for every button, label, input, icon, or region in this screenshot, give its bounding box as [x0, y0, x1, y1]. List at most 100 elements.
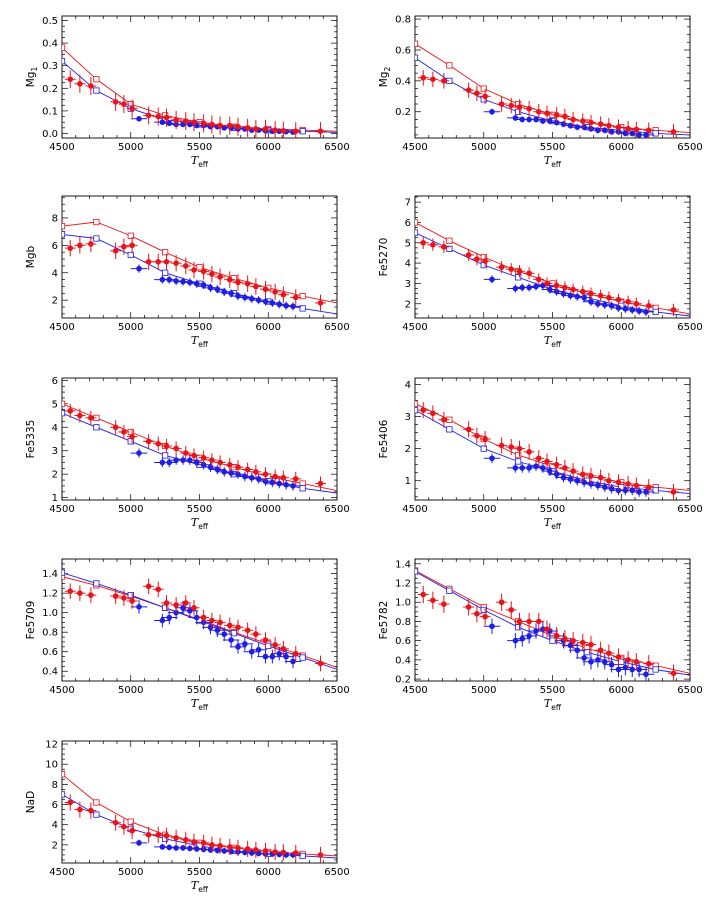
data-layer [62, 44, 337, 138]
blue-data-point [615, 305, 622, 311]
red-data-point [244, 466, 251, 473]
red-data-point [606, 650, 612, 656]
red-data-point [226, 276, 233, 283]
x-tick-label: 5500 [187, 504, 212, 515]
red-data-point [535, 618, 542, 625]
red-data-point [535, 108, 542, 115]
panel-nad: 4500 5000 5500 6000 6500 2 4 6 8 10 12 NaD Teff [25, 740, 350, 894]
blue-data-point [193, 614, 200, 621]
red-data-point [191, 267, 197, 273]
red-model-point [127, 232, 134, 239]
red-data-point [145, 438, 152, 445]
blue-data-point [166, 459, 173, 466]
blue-data-point [276, 650, 283, 657]
red-data-point [597, 474, 604, 481]
y-tick-label: 0.8 [395, 617, 411, 628]
data-layer [415, 219, 690, 317]
blue-data-point [643, 132, 649, 138]
blue-model-point [549, 637, 556, 644]
red-model-line [62, 47, 337, 132]
red-data-point [173, 834, 179, 841]
red-data-point [292, 850, 299, 856]
red-data-point [625, 125, 631, 132]
red-data-point [606, 294, 612, 301]
x-tick-label: 5500 [187, 867, 212, 878]
blue-data-point [636, 666, 642, 673]
x-tick-label: 6000 [609, 142, 634, 153]
blue-model-point [515, 458, 522, 465]
y-axis-label: Fe5270 [378, 238, 390, 277]
red-data-point [280, 127, 287, 134]
red-model-point [62, 44, 66, 51]
red-data-point [526, 270, 532, 277]
red-data-point [553, 461, 560, 468]
red-data-point [535, 455, 542, 462]
data-layer [62, 569, 337, 672]
blue-data-point [595, 657, 601, 663]
blue-data-point [269, 300, 276, 306]
blue-data-point [193, 846, 200, 852]
blue-model-point [446, 245, 453, 252]
y-tick-label: 0.2 [395, 675, 411, 686]
blue-data-point [622, 306, 629, 312]
y-tick-label: 1 [52, 493, 58, 504]
blue-data-point [166, 614, 173, 621]
blue-data-point [512, 637, 519, 644]
red-data-point [253, 283, 259, 290]
y-tick-label: 4 [52, 423, 58, 434]
blue-model-point [515, 624, 522, 631]
y-tick-label: 6 [405, 218, 411, 229]
red-data-point [155, 440, 162, 447]
red-data-point [588, 119, 594, 126]
red-data-point [244, 846, 251, 852]
red-data-point [317, 480, 324, 487]
x-tick-label: 5500 [540, 685, 565, 696]
red-data-point [474, 610, 480, 617]
red-data-point [112, 593, 119, 599]
red-data-point [544, 458, 550, 465]
red-model-point [62, 400, 66, 407]
red-model-point [196, 264, 203, 271]
blue-data-point [574, 293, 581, 300]
x-tick-label: 4500 [49, 504, 74, 515]
red-data-point [155, 831, 162, 838]
y-tick-label: 8 [52, 780, 58, 791]
red-data-point [129, 242, 135, 249]
red-data-point [163, 832, 170, 839]
red-data-point [562, 284, 568, 291]
y-tick-label: 2 [52, 470, 58, 481]
y-tick-label: 0.6 [42, 647, 58, 658]
blue-model-point [162, 604, 169, 611]
x-tick-label: 6500 [324, 322, 349, 333]
blue-model-point [480, 445, 487, 452]
panel-fe5335: 4500 5000 5500 6000 6500 1 2 3 4 5 6 Fe5335 Teff [25, 376, 350, 531]
red-data-point [163, 443, 170, 449]
red-model-point [299, 292, 306, 300]
red-data-point [570, 286, 576, 293]
y-tick-label: 6 [52, 376, 58, 387]
blue-data-point [221, 631, 228, 637]
red-data-point [553, 633, 560, 639]
blue-data-point [512, 285, 519, 292]
blue-data-point [235, 644, 241, 650]
red-data-point [516, 268, 523, 275]
red-data-point [173, 445, 179, 452]
red-data-point [67, 799, 74, 806]
blue-data-point [553, 288, 560, 295]
blue-data-point [136, 604, 142, 610]
red-data-point [465, 426, 472, 433]
panel-fe5782: 4500 5000 5500 6000 6500 0.2 0.4 0.6 0.8 1.0 1.2 1.… [378, 558, 703, 712]
red-data-point [209, 457, 215, 463]
red-data-point [182, 118, 189, 124]
red-data-point [292, 294, 299, 301]
y-tick-label: 0.4 [42, 667, 58, 678]
red-data-point [465, 87, 472, 93]
red-data-point [498, 101, 505, 107]
red-data-point [235, 464, 241, 470]
x-tick-label: 4500 [49, 867, 74, 878]
x-tick-label: 6000 [256, 322, 281, 333]
y-tick-label: 1.2 [395, 579, 411, 590]
red-data-point [88, 807, 94, 814]
blue-data-point [136, 840, 142, 846]
blue-model-point [93, 811, 100, 818]
